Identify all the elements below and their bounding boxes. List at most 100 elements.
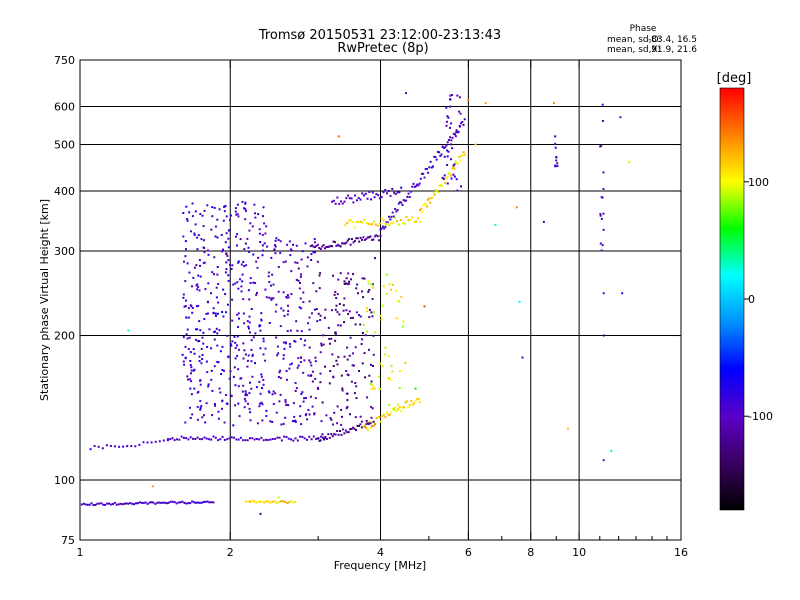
data-point: [244, 392, 247, 395]
data-point: [254, 332, 257, 335]
y-tick-label: 75: [61, 534, 75, 547]
data-point: [214, 404, 216, 407]
data-point: [339, 430, 341, 432]
data-point: [425, 168, 428, 170]
data-point: [211, 271, 214, 274]
data-point: [423, 203, 426, 206]
data-point: [237, 385, 240, 388]
data-point: [314, 308, 316, 311]
data-point: [446, 115, 449, 118]
data-point: [369, 235, 372, 238]
data-point: [340, 200, 342, 203]
data-point: [366, 396, 369, 399]
data-point: [394, 216, 397, 219]
data-point: [401, 221, 404, 224]
data-point: [253, 500, 256, 503]
data-point: [397, 202, 400, 205]
data-point: [348, 238, 351, 240]
data-point: [252, 281, 255, 284]
data-point: [230, 344, 233, 347]
data-point: [251, 500, 254, 503]
data-point: [244, 242, 247, 245]
data-point: [324, 435, 327, 438]
data-point: [195, 501, 197, 504]
data-point: [279, 369, 282, 372]
data-point: [414, 387, 417, 390]
data-point: [191, 307, 194, 309]
data-point: [227, 274, 230, 277]
data-point: [362, 332, 364, 335]
data-point: [158, 501, 161, 504]
data-point: [370, 416, 373, 419]
data-point: [182, 360, 185, 363]
data-point: [190, 380, 193, 383]
data-point: [288, 342, 291, 345]
data-point: [367, 290, 370, 293]
data-point: [242, 439, 245, 442]
data-point: [258, 438, 261, 441]
data-point: [294, 500, 297, 503]
data-point: [191, 311, 194, 314]
data-point: [217, 301, 220, 304]
data-point: [173, 501, 176, 504]
data-point: [207, 312, 209, 315]
data-point: [207, 385, 210, 388]
data-point: [144, 501, 147, 504]
data-point: [372, 353, 375, 356]
data-point: [257, 213, 260, 216]
data-point: [146, 441, 149, 444]
data-point: [274, 244, 276, 247]
data-point: [394, 406, 397, 409]
x-tick-label: 8: [527, 546, 534, 559]
data-point: [181, 500, 184, 503]
data-point: [379, 387, 382, 390]
data-point: [419, 209, 421, 212]
data-point: [358, 370, 360, 372]
data-point: [401, 204, 404, 206]
data-point: [354, 194, 357, 197]
data-point: [386, 192, 388, 195]
data-point: [362, 236, 365, 239]
data-point: [251, 375, 254, 378]
data-point: [403, 223, 406, 225]
data-point: [556, 165, 559, 168]
data-point: [173, 439, 176, 442]
data-point: [237, 368, 240, 371]
data-point: [370, 363, 372, 366]
data-point: [336, 430, 339, 432]
data-point: [396, 191, 399, 194]
data-point: [188, 336, 191, 339]
data-point: [235, 235, 237, 238]
data-point: [195, 338, 197, 341]
data-point: [388, 413, 391, 416]
data-point: [294, 382, 297, 384]
data-point: [359, 423, 362, 426]
data-point: [300, 307, 303, 310]
data-point: [284, 399, 287, 402]
phase-stats-x-label: mean, sd,X:: [607, 45, 661, 55]
data-point: [223, 369, 225, 372]
data-point: [455, 131, 458, 134]
data-point: [251, 437, 254, 440]
data-point: [450, 122, 453, 125]
data-point: [425, 205, 428, 208]
data-point: [100, 502, 103, 505]
data-point: [602, 188, 605, 190]
data-point: [198, 340, 201, 342]
data-point: [373, 235, 376, 238]
data-point: [340, 374, 343, 377]
data-point: [294, 437, 297, 440]
data-point: [369, 382, 372, 385]
x-tick-label: 6: [465, 546, 472, 559]
data-point: [166, 502, 168, 505]
data-point: [255, 501, 258, 504]
data-point: [328, 337, 331, 340]
data-point: [325, 414, 328, 417]
data-point: [138, 443, 141, 446]
data-point: [334, 433, 337, 436]
data-point: [332, 423, 334, 426]
data-point: [236, 344, 238, 347]
data-point: [449, 136, 452, 139]
data-point: [434, 156, 437, 158]
data-point: [287, 437, 290, 440]
